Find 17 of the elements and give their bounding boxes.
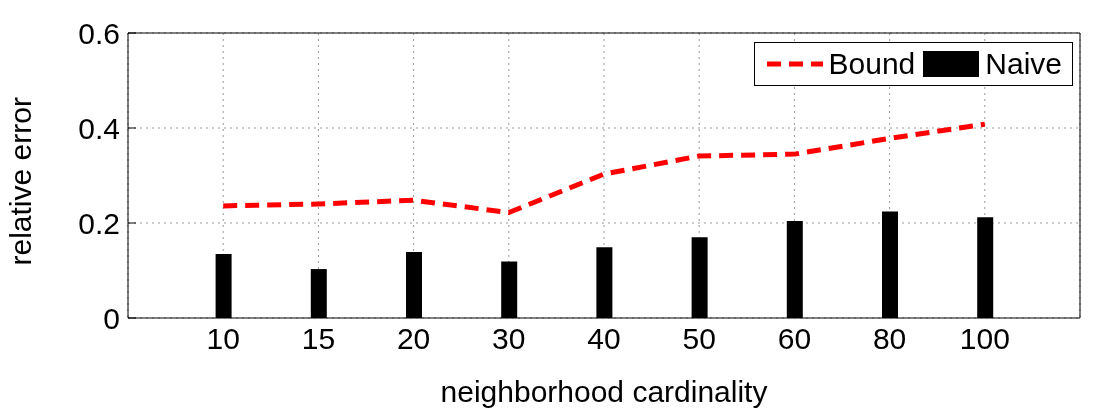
x-tick-label: 80: [872, 322, 907, 356]
y-tick-label: 0.2: [78, 206, 120, 240]
x-tick-label: 10: [206, 322, 240, 356]
y-axis-title: relative error: [3, 97, 37, 266]
y-tick-label: 0.6: [78, 16, 120, 50]
legend-label: Naive: [985, 47, 1062, 81]
y-tick-label: 0.4: [78, 111, 120, 145]
x-tick-label: 60: [777, 322, 812, 356]
x-axis-title: neighborhood cardinality: [440, 375, 768, 408]
x-tick-label: 50: [682, 322, 716, 356]
x-tick-label: 20: [396, 322, 431, 356]
x-tick-label: 15: [301, 322, 336, 356]
y-tick-label: 0: [103, 301, 120, 335]
x-tick-label: 40: [587, 322, 621, 356]
x-tick-label: 30: [492, 322, 526, 356]
legend-label: Bound: [828, 47, 916, 81]
x-tick-label: 100: [959, 322, 1010, 356]
